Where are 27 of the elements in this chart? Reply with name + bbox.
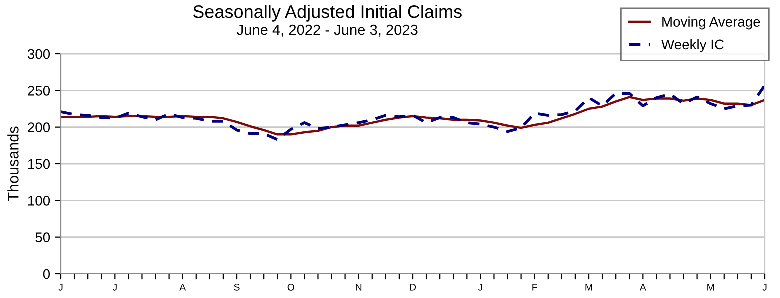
line-series: [61, 84, 765, 142]
y-axis-title: Thousands: [8, 126, 19, 202]
line-series: [61, 96, 765, 136]
x-tick-label: A: [180, 284, 186, 291]
y-tick-label: 250: [28, 86, 50, 96]
x-tick-label: F: [532, 284, 538, 291]
y-tick-label: 200: [28, 122, 50, 133]
x-tick-label: J: [762, 284, 767, 291]
y-tick-label: 150: [28, 159, 50, 170]
x-tick-label: J: [478, 284, 482, 291]
x-tick-label: M: [708, 284, 714, 291]
legend-label: Moving Average: [662, 16, 760, 30]
x-tick-label: J: [58, 284, 63, 291]
x-tick-label: N: [356, 284, 362, 291]
x-tick-label: J: [112, 284, 117, 291]
chart-title: Seasonally Adjusted Initial Claims: [193, 4, 462, 22]
chart-subtitle: June 4, 2022 - June 3, 2023: [237, 24, 418, 37]
y-tick-label: 0: [43, 269, 50, 280]
y-tick-label: 100: [28, 196, 50, 206]
x-tick-label: A: [640, 284, 646, 291]
x-tick-label: D: [410, 284, 416, 291]
y-tick-label: 300: [28, 49, 50, 60]
x-tick-label: O: [288, 284, 294, 291]
x-tick-label: M: [586, 284, 592, 291]
y-tick-label: 50: [36, 232, 50, 243]
legend-label: Weekly IC: [662, 39, 724, 52]
x-tick-label: S: [234, 284, 240, 291]
